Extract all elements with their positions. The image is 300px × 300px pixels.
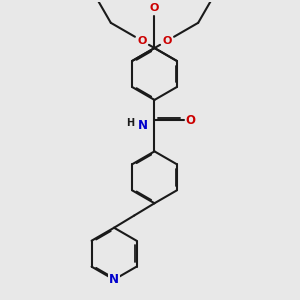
Text: O: O — [162, 36, 172, 46]
Text: N: N — [138, 119, 148, 132]
Text: N: N — [109, 273, 119, 286]
Text: O: O — [137, 36, 147, 46]
Text: O: O — [185, 114, 195, 127]
Text: O: O — [150, 3, 159, 13]
Text: H: H — [126, 118, 134, 128]
